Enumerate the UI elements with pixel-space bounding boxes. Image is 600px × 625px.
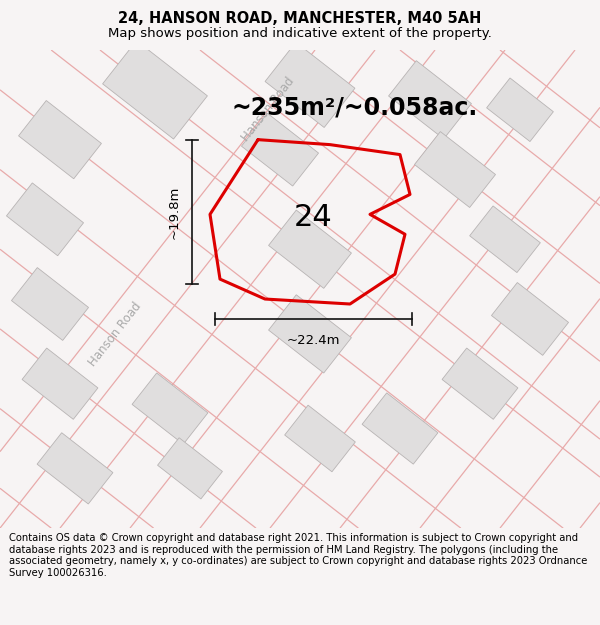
Polygon shape [158,438,223,499]
Text: 24: 24 [294,204,333,232]
Polygon shape [265,42,355,127]
Text: 24, HANSON ROAD, MANCHESTER, M40 5AH: 24, HANSON ROAD, MANCHESTER, M40 5AH [118,11,482,26]
Polygon shape [132,373,208,444]
Polygon shape [37,432,113,504]
Text: ~22.4m: ~22.4m [287,334,340,348]
Polygon shape [487,78,553,141]
Text: Contains OS data © Crown copyright and database right 2021. This information is : Contains OS data © Crown copyright and d… [9,533,587,578]
Polygon shape [19,101,101,179]
Text: Map shows position and indicative extent of the property.: Map shows position and indicative extent… [108,27,492,40]
Polygon shape [7,183,83,256]
Text: Hanson Road: Hanson Road [239,75,297,144]
Text: ~19.8m: ~19.8m [167,185,181,239]
Polygon shape [269,210,352,288]
Polygon shape [491,282,569,356]
Polygon shape [22,348,98,419]
Text: ~235m²/~0.058ac.: ~235m²/~0.058ac. [232,96,478,120]
Polygon shape [103,41,208,139]
Polygon shape [362,393,438,464]
Polygon shape [11,268,89,341]
Polygon shape [442,348,518,419]
Polygon shape [269,295,352,373]
Text: Hanson Road: Hanson Road [86,299,144,368]
Polygon shape [415,132,496,208]
Polygon shape [284,405,355,472]
Polygon shape [241,113,319,186]
Polygon shape [470,206,541,272]
Polygon shape [389,61,472,139]
